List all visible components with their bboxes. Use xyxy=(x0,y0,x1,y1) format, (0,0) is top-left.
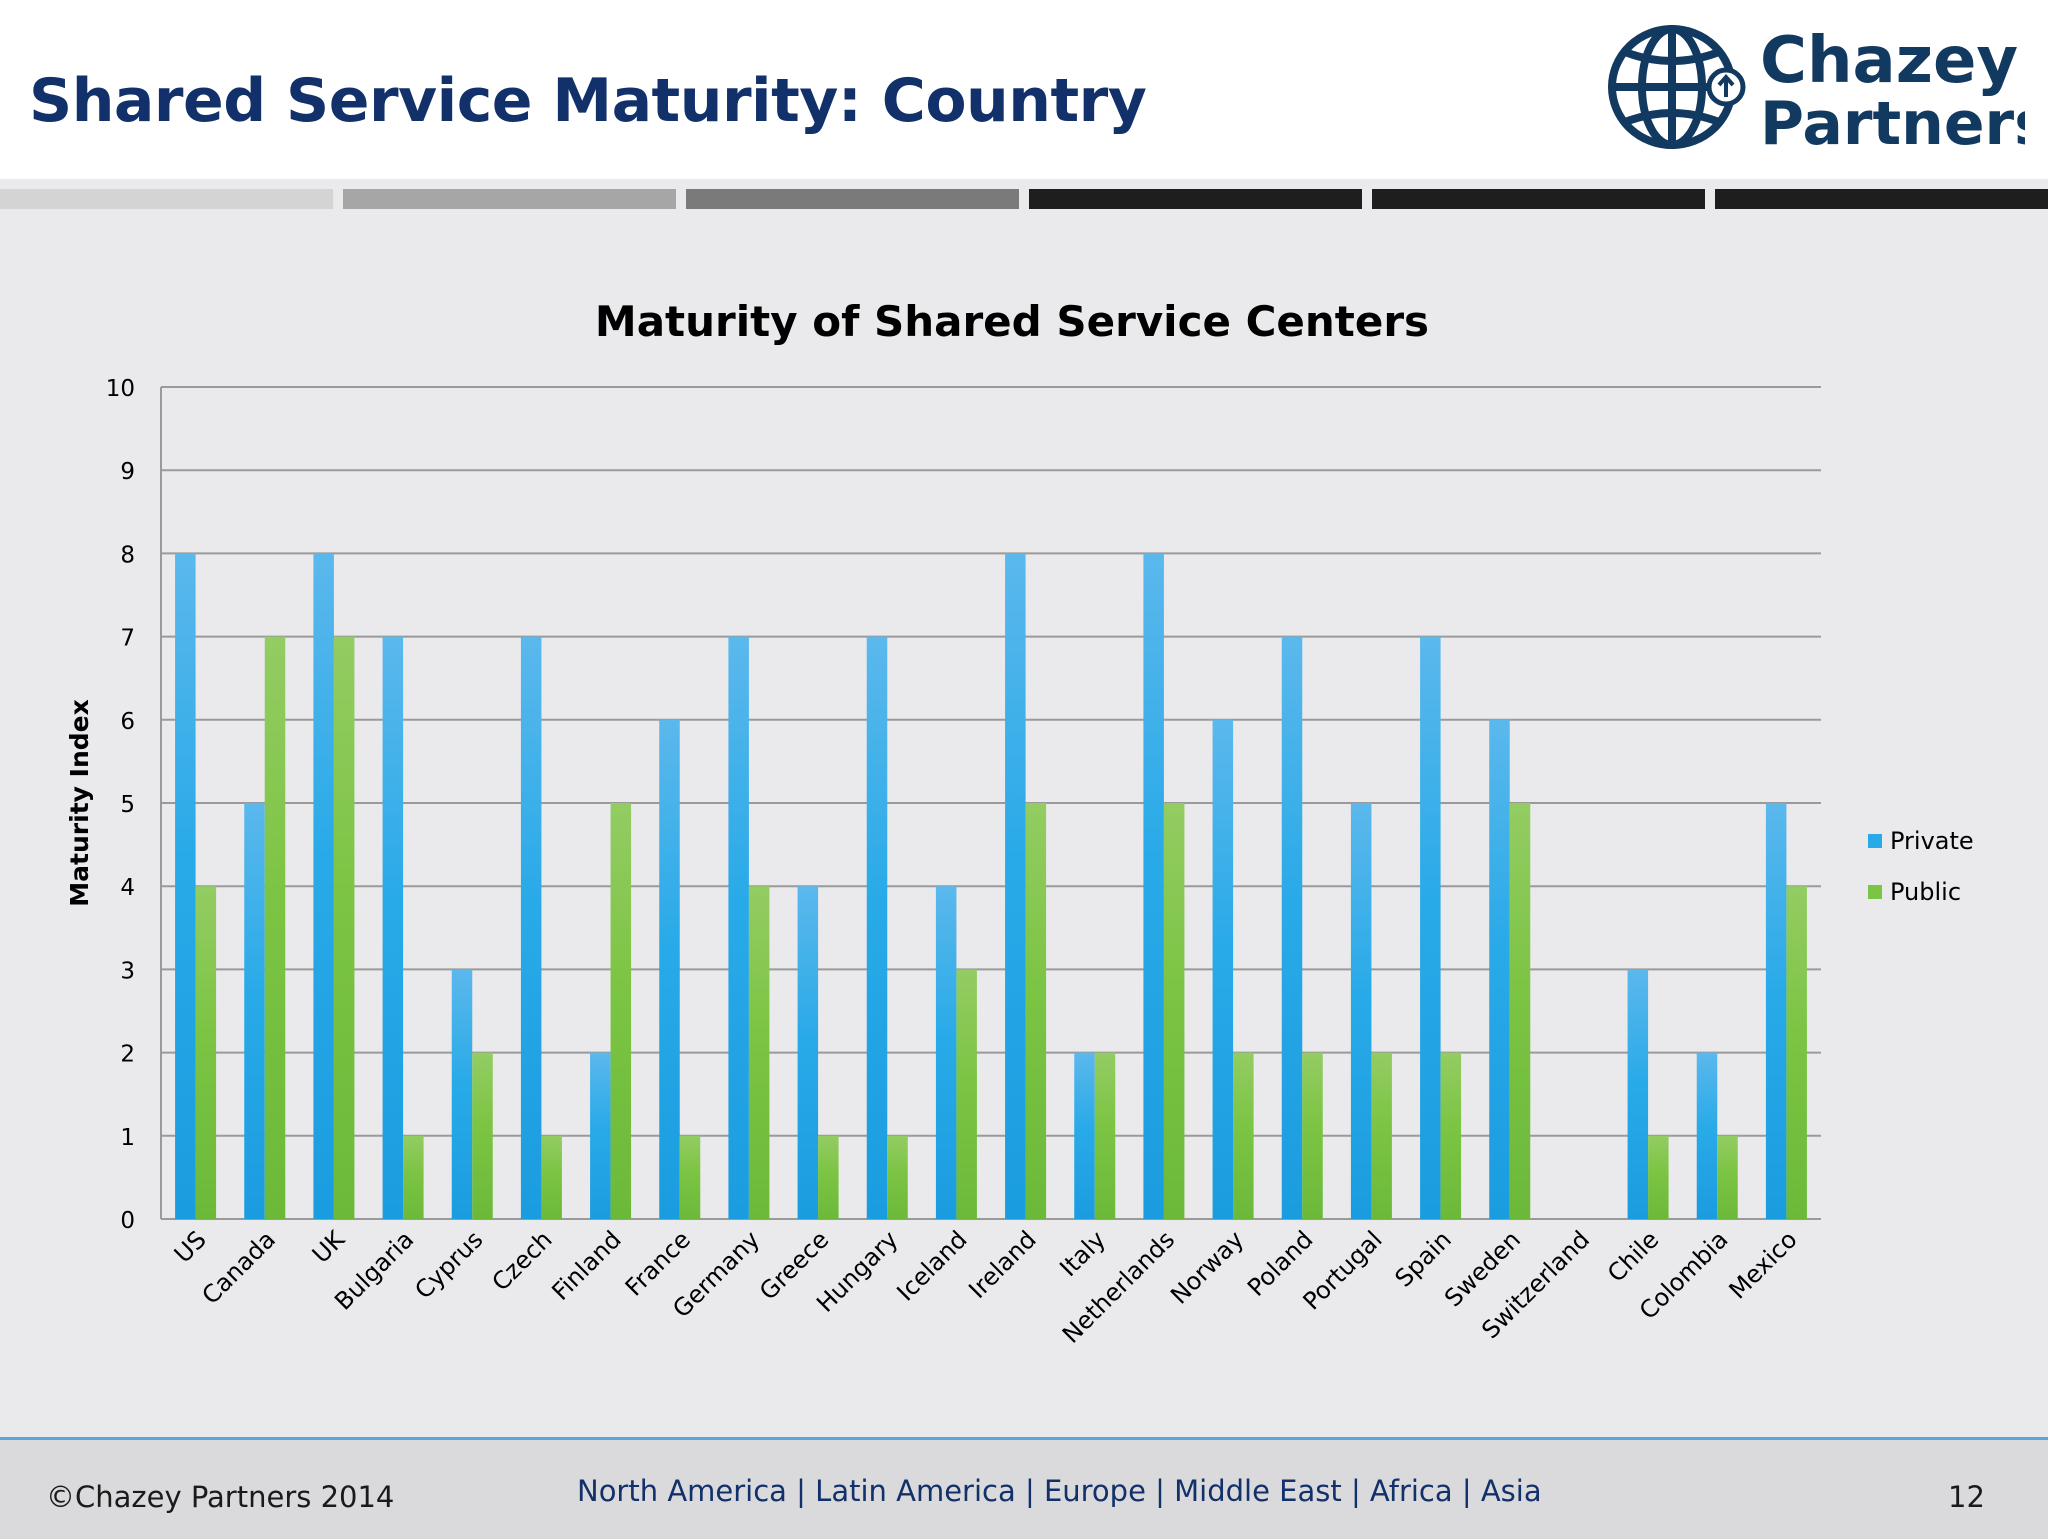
bar-private-chile xyxy=(1627,969,1649,1219)
bar-public-netherlands xyxy=(1163,803,1185,1219)
bar-public-spain xyxy=(1440,1052,1462,1219)
page-number: 12 xyxy=(1948,1480,1985,1514)
regions-text: North America | Latin America | Europe |… xyxy=(577,1474,1542,1508)
slide-header: Shared Service Maturity: Country Chazey … xyxy=(0,0,2048,179)
logo-text: Chazey xyxy=(1760,24,2018,98)
bar-private-canada xyxy=(244,803,265,1219)
bar-public-us xyxy=(195,886,217,1219)
bar-private-poland xyxy=(1281,636,1303,1219)
bar-public-finland xyxy=(610,803,632,1219)
y-tick-label: 1 xyxy=(120,1125,135,1151)
bar-private-germany xyxy=(728,636,749,1219)
bar-public-colombia xyxy=(1717,1135,1738,1219)
bar-private-norway xyxy=(1212,719,1234,1219)
x-tick-label: Mexico xyxy=(1724,1225,1803,1304)
bar-public-france xyxy=(679,1135,701,1219)
chart-title: Maturity of Shared Service Centers xyxy=(595,297,1429,346)
legend-swatch-public xyxy=(1868,885,1882,899)
bar-public-sweden xyxy=(1509,803,1531,1219)
bar-private-colombia xyxy=(1696,1052,1718,1219)
bar-public-canada xyxy=(264,636,286,1219)
bar-public-chile xyxy=(1648,1135,1669,1219)
slide-footer: ©Chazey Partners 2014 North America | La… xyxy=(0,1437,2048,1539)
bar-private-italy xyxy=(1074,1052,1095,1219)
bar-private-netherlands xyxy=(1143,553,1164,1219)
divider-segment xyxy=(1715,189,2048,209)
x-tick-label: Italy xyxy=(1054,1225,1111,1282)
y-tick-label: 2 xyxy=(120,1042,135,1068)
page-title: Shared Service Maturity: Country xyxy=(29,66,1147,136)
bar-private-cyprus xyxy=(451,969,473,1219)
bar-public-mexico xyxy=(1786,886,1807,1219)
bar-public-czech xyxy=(541,1135,562,1219)
x-tick-label: Cyprus xyxy=(409,1225,488,1304)
y-tick-label: 4 xyxy=(120,875,135,901)
bar-public-italy xyxy=(1094,1052,1116,1219)
y-axis-label: Maturity Index xyxy=(65,699,94,906)
bar-public-germany xyxy=(748,886,770,1219)
bar-private-greece xyxy=(797,886,819,1219)
bar-public-uk xyxy=(333,636,355,1219)
y-tick-label: 6 xyxy=(120,709,135,735)
x-tick-label: Chile xyxy=(1602,1225,1664,1287)
divider-segment xyxy=(343,189,676,209)
bar-private-sweden xyxy=(1489,719,1510,1219)
bar-private-hungary xyxy=(866,636,888,1219)
globe-with-up-arrow-icon: Chazey Partners xyxy=(1608,24,2048,159)
bar-private-france xyxy=(659,719,680,1219)
copyright-text: ©Chazey Partners 2014 xyxy=(46,1480,395,1514)
bar-public-norway xyxy=(1233,1052,1254,1219)
y-tick-label: 10 xyxy=(106,376,135,402)
bar-public-ireland xyxy=(1025,803,1047,1219)
bar-public-bulgaria xyxy=(403,1135,424,1219)
y-tick-label: 9 xyxy=(120,459,135,485)
y-tick-label: 7 xyxy=(120,626,135,652)
y-tick-label: 0 xyxy=(120,1208,135,1234)
bar-private-spain xyxy=(1420,636,1441,1219)
x-tick-label: Ireland xyxy=(963,1225,1041,1304)
bar-chart: Maturity of Shared Service Centers Matur… xyxy=(65,297,1974,1349)
bar-private-bulgaria xyxy=(382,636,404,1219)
bar-public-poland xyxy=(1302,1052,1323,1219)
x-tick-label: Norway xyxy=(1165,1225,1249,1309)
logo: Chazey Partners xyxy=(1605,20,2048,159)
bar-public-greece xyxy=(818,1135,839,1219)
divider-segment xyxy=(686,189,1019,209)
divider-segment xyxy=(0,189,333,209)
y-tick-label: 5 xyxy=(120,792,135,818)
divider-segment xyxy=(1029,189,1362,209)
bar-private-ireland xyxy=(1005,553,1026,1219)
divider-segment xyxy=(1372,189,1705,209)
x-tick-label: UK xyxy=(307,1225,351,1269)
x-tick-label: Canada xyxy=(197,1225,281,1309)
bar-private-mexico xyxy=(1765,803,1787,1219)
bar-public-portugal xyxy=(1371,1052,1392,1219)
y-tick-label: 3 xyxy=(120,958,135,984)
legend-label-private: Private xyxy=(1890,827,1974,855)
bar-private-uk xyxy=(313,553,334,1219)
bar-private-us xyxy=(175,553,196,1219)
bar-private-iceland xyxy=(935,886,957,1219)
bar-public-hungary xyxy=(887,1135,908,1219)
x-tick-label: Finland xyxy=(546,1225,626,1305)
legend-swatch-private xyxy=(1868,834,1882,848)
bar-private-finland xyxy=(590,1052,611,1219)
bar-public-cyprus xyxy=(472,1052,493,1219)
y-tick-label: 8 xyxy=(120,542,135,568)
bar-private-czech xyxy=(520,636,542,1219)
x-tick-label: Spain xyxy=(1390,1225,1457,1292)
x-tick-label: Iceland xyxy=(891,1225,972,1306)
legend-label-public: Public xyxy=(1890,878,1961,906)
x-tick-label: US xyxy=(169,1225,212,1268)
bar-private-portugal xyxy=(1350,803,1372,1219)
bar-public-iceland xyxy=(956,969,977,1219)
logo-text: Partners xyxy=(1760,89,2025,155)
